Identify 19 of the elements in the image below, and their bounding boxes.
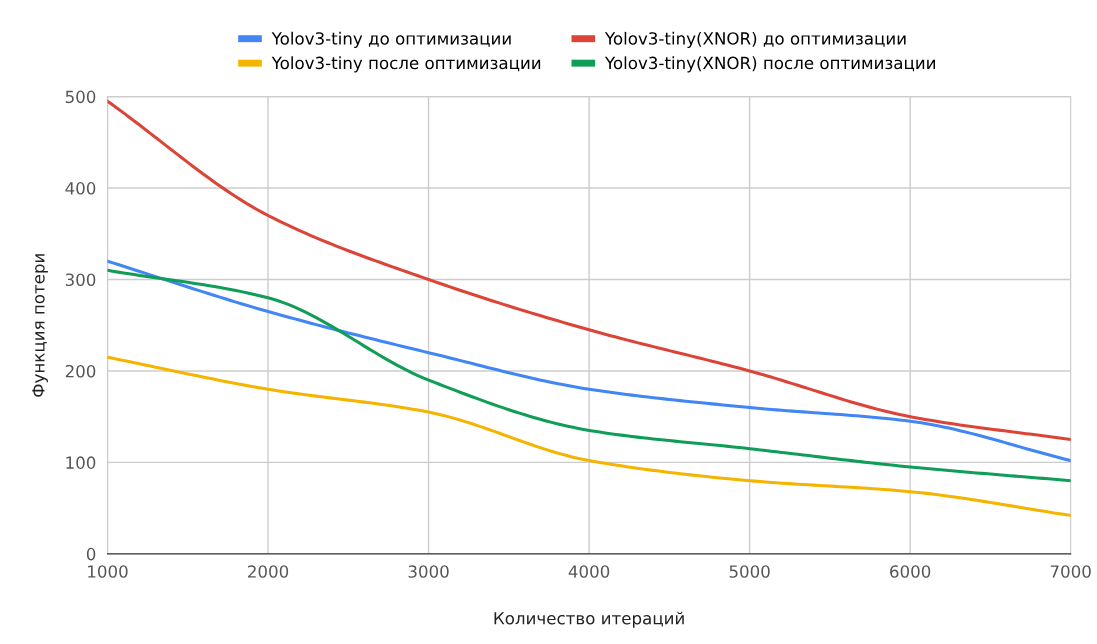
x-tick-label: 2000 bbox=[248, 565, 289, 578]
y-tick-label: 300 bbox=[65, 273, 96, 287]
legend-label: Yolov3-tiny до оптимизации bbox=[271, 31, 511, 48]
x-tick-label: 7000 bbox=[1050, 565, 1091, 578]
x-tick-label: 5000 bbox=[729, 565, 770, 578]
x-tick-label: 4000 bbox=[568, 565, 610, 578]
x-tick-label: 3000 bbox=[408, 565, 449, 578]
y-tick-label: 200 bbox=[65, 364, 96, 378]
y-tick-label: 0 bbox=[86, 547, 96, 561]
x-tick-label: 6000 bbox=[890, 565, 931, 578]
x-axis-title: Количество итераций bbox=[494, 611, 684, 628]
y-tick-label: 400 bbox=[65, 182, 96, 195]
legend-label: Yolov3-tiny после оптимизации bbox=[271, 56, 541, 73]
legend-label: Yolov3-tiny(XNOR) до оптимизации bbox=[604, 31, 906, 48]
legend-label: Yolov3-tiny(XNOR) после оптимизации bbox=[604, 56, 935, 73]
y-tick-label: 100 bbox=[66, 456, 96, 469]
x-tick-label: 1000 bbox=[88, 565, 128, 578]
y-tick-label: 500 bbox=[65, 90, 96, 104]
y-axis-title: Функция потери bbox=[32, 254, 48, 397]
